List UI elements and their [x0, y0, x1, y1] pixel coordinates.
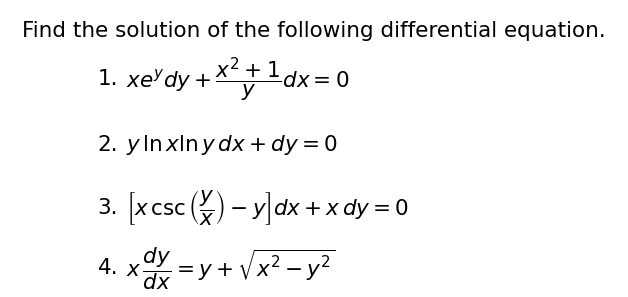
Text: $\left[x\,\csc\left(\dfrac{y}{x}\right) - y\right]dx + x\,dy = 0$: $\left[x\,\csc\left(\dfrac{y}{x}\right) … — [126, 188, 409, 228]
Text: 3.: 3. — [97, 198, 118, 218]
Text: 2.: 2. — [97, 135, 118, 155]
Text: $x\,\dfrac{dy}{dx} = y + \sqrt{x^2 - y^2}$: $x\,\dfrac{dy}{dx} = y + \sqrt{x^2 - y^2… — [126, 245, 336, 292]
Text: $y\,\ln x\ln y\,dx + dy = 0$: $y\,\ln x\ln y\,dx + dy = 0$ — [126, 133, 338, 157]
Text: 1.: 1. — [97, 69, 118, 89]
Text: 4.: 4. — [97, 258, 118, 278]
Text: Find the solution of the following differential equation.: Find the solution of the following diffe… — [22, 21, 606, 42]
Text: $xe^y dy + \dfrac{x^2+1}{y}dx = 0$: $xe^y dy + \dfrac{x^2+1}{y}dx = 0$ — [126, 55, 350, 103]
